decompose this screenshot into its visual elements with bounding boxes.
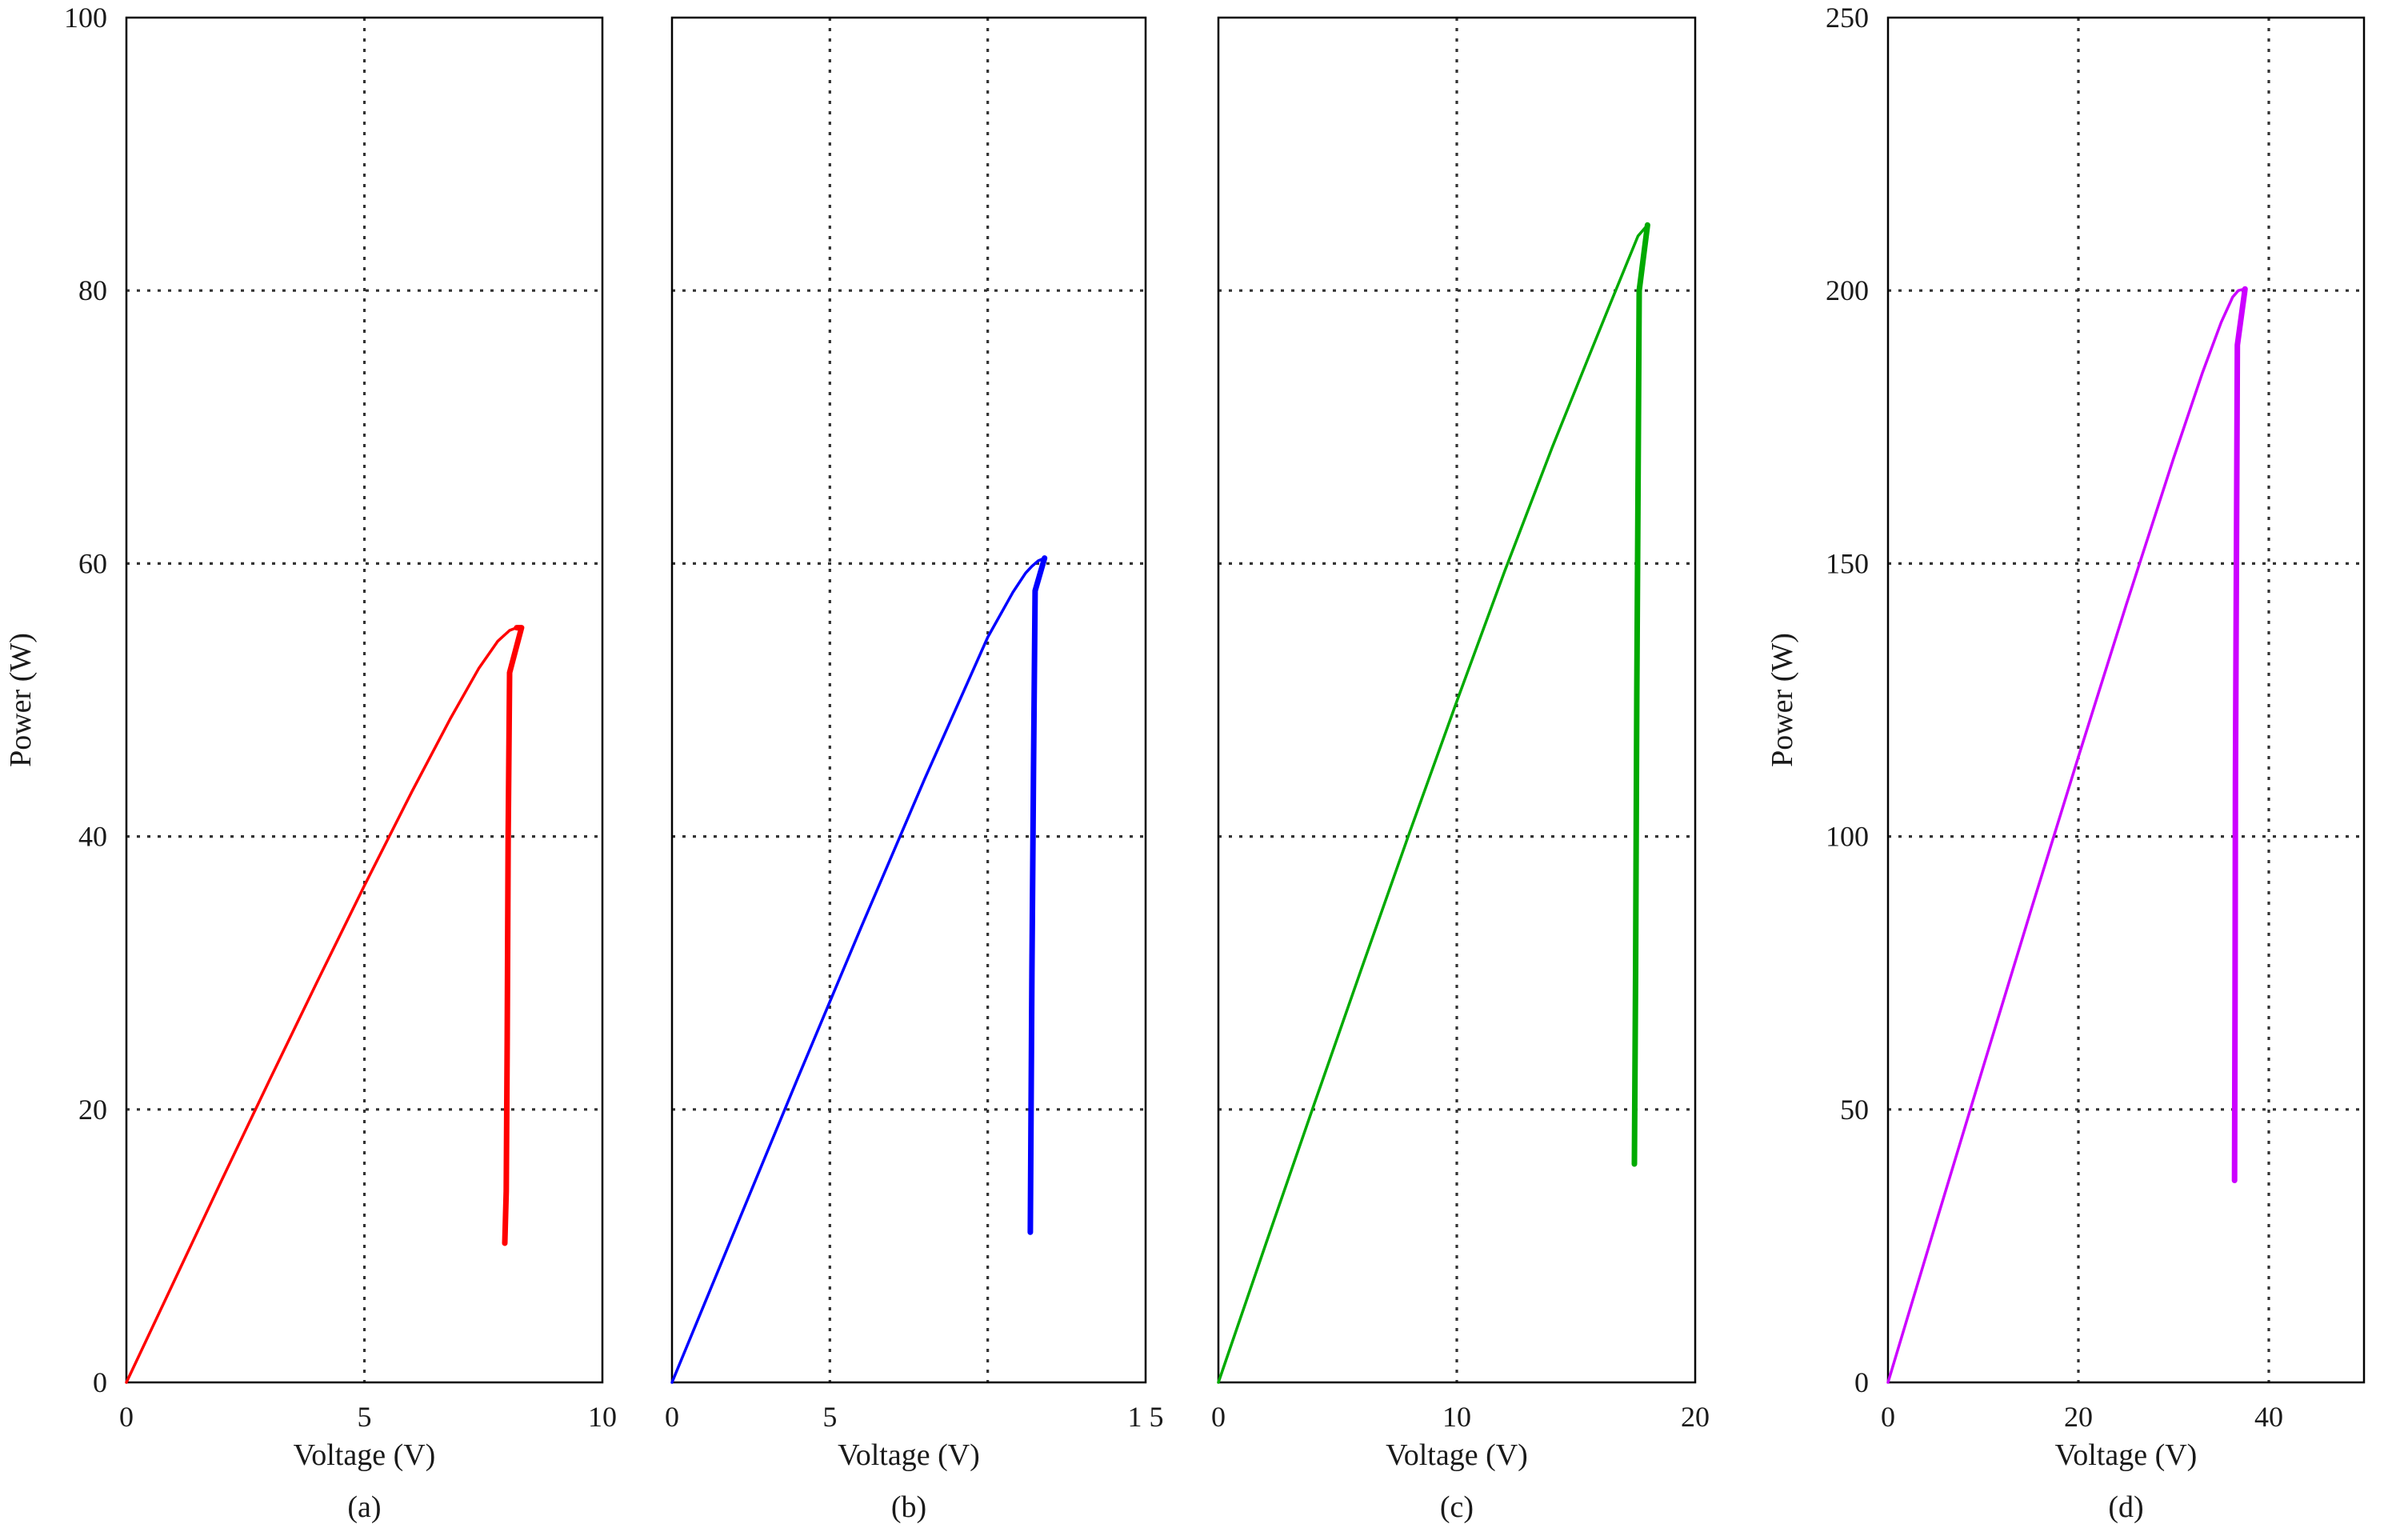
panel-3-x-axis-label: Voltage (V) [1386, 1438, 1528, 1472]
panel-1-x-axis-label: Voltage (V) [294, 1438, 436, 1472]
panel-4-x-tick-label: 0 [1881, 1401, 1895, 1433]
panel-3-tracking-segment [1631, 222, 1650, 1167]
panel-4-x-tick-label: 20 [2064, 1401, 2093, 1433]
panel-1-panel-label: (a) [347, 1490, 381, 1524]
panel-4: 0 20 40 0 50 100 150 200 250 Voltage (V) Power (W)… [1766, 2, 2366, 1524]
panel-4-y-axis-label: Power (W) [1766, 633, 1799, 767]
panel-2-tracking-segment [1027, 555, 1048, 1235]
panel-4-y-tick-label: 150 [1826, 547, 1869, 579]
panel-4-tracking-segment [2231, 286, 2248, 1183]
panel-4-x-axis-label: Voltage (V) [2055, 1438, 2198, 1472]
panel-4-y-tick-label: 50 [1840, 1094, 1869, 1126]
panel-1-plot-frame [125, 16, 604, 1384]
panel-4-x-tick-label: 40 [2254, 1401, 2283, 1433]
panel-4-y-tick-label: 250 [1826, 2, 1869, 34]
panel-1-x-tick-label: 5 [358, 1401, 372, 1433]
panel-4-y-tick-label: 200 [1826, 274, 1869, 306]
panel-1-y-tick-label: 80 [78, 274, 107, 306]
panel-3-x-tick-label: 10 [1442, 1401, 1471, 1433]
panel-1-tracking-segment [502, 625, 525, 1246]
panel-1-y-tick-label: 20 [78, 1094, 107, 1126]
panel-1-y-tick-label: 60 [78, 547, 107, 579]
panel-2-x-tick-label: 1 5 [1128, 1401, 1164, 1433]
panel-4-y-tick-label: 100 [1826, 821, 1869, 853]
panel-1-y-tick-label: 100 [64, 2, 107, 34]
panel-2-panel-label: (b) [891, 1490, 926, 1524]
panel-2: 0 5 1 5 Voltage (V) (b) [665, 16, 1164, 1524]
panel-3-pv-curve [1217, 223, 1650, 1384]
panel-3: 0 10 20 Voltage (V) (c) [1211, 16, 1710, 1524]
panel-4-panel-label: (d) [2108, 1490, 2143, 1524]
panel-1-x-tick-label: 0 [119, 1401, 134, 1433]
panel-2-pv-curve [670, 556, 1046, 1384]
panel-3-panel-label: (c) [1440, 1490, 1474, 1524]
panel-1-x-tick-label: 10 [588, 1401, 617, 1433]
panel-1-y-tick-label: 40 [78, 821, 107, 853]
panel-3-x-tick-label: 0 [1211, 1401, 1226, 1433]
panel-3-x-tick-label: 20 [1681, 1401, 1710, 1433]
panel-1-y-axis-label: Power (W) [4, 633, 38, 767]
panel-2-plot-frame [670, 16, 1147, 1384]
panel-1-y-tick-label: 0 [93, 1366, 107, 1398]
panel-4-plot-frame [1886, 16, 2366, 1384]
panel-2-x-tick-label: 5 [822, 1401, 837, 1433]
panel-2-x-axis-label: Voltage (V) [838, 1438, 980, 1472]
panel-4-y-tick-label: 0 [1854, 1366, 1869, 1398]
panel-2-x-tick-label: 0 [665, 1401, 679, 1433]
panel-3-plot-frame [1217, 16, 1697, 1384]
panel-1-pv-curve [125, 626, 523, 1384]
